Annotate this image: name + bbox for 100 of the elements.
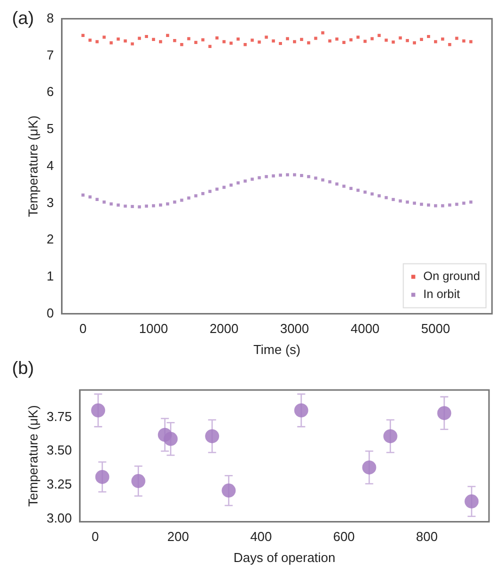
point: [138, 36, 141, 40]
point: [300, 174, 304, 178]
point: [102, 200, 106, 204]
legend-label: In orbit: [423, 287, 461, 302]
x-tick-label: 800: [416, 529, 438, 544]
point: [412, 41, 416, 44]
point: [286, 37, 290, 40]
point: [208, 44, 212, 48]
point: [420, 202, 424, 206]
point: [434, 204, 438, 208]
point: [110, 41, 113, 44]
point: [187, 37, 190, 40]
point: [264, 175, 268, 178]
point: [81, 194, 85, 197]
y-tick-label: 3.00: [46, 510, 72, 526]
point: [378, 34, 381, 37]
point: [258, 40, 261, 44]
point: [426, 34, 430, 38]
point: [81, 34, 85, 37]
point: [124, 204, 127, 208]
point: [173, 200, 176, 204]
point: [398, 199, 402, 203]
point: [250, 38, 254, 42]
point: [307, 41, 310, 44]
point: [152, 204, 156, 208]
point: [292, 173, 296, 176]
point: [364, 40, 367, 43]
legend-label: On ground: [423, 269, 480, 284]
point: [95, 470, 110, 484]
text: (b): [12, 358, 34, 378]
point: [166, 202, 170, 206]
y-tick-label: 3.75: [46, 408, 72, 424]
y-tick-label: 3.50: [46, 442, 72, 458]
point: [455, 202, 458, 206]
x-tick-label: 1000: [139, 321, 168, 336]
point: [124, 39, 127, 42]
y-tick-label: 3.25: [46, 476, 72, 492]
point: [244, 43, 247, 46]
point: [448, 203, 452, 207]
point: [307, 175, 310, 178]
point: [96, 40, 99, 44]
point: [434, 40, 438, 44]
point: [236, 38, 240, 41]
point: [462, 39, 466, 42]
point: [356, 36, 360, 39]
y-tick-label: 7: [46, 47, 54, 62]
point: [230, 184, 233, 187]
point: [362, 460, 376, 474]
point: [116, 38, 120, 41]
point: [173, 39, 176, 42]
point: [159, 203, 162, 207]
point: [272, 174, 275, 178]
y-tick-label: 3: [46, 194, 54, 210]
point: [194, 40, 198, 44]
point: [420, 38, 424, 42]
point: [392, 40, 395, 44]
point: [278, 174, 282, 177]
point: [314, 176, 318, 180]
point: [469, 200, 472, 204]
point: [356, 188, 360, 192]
point: [314, 36, 318, 40]
point: [294, 403, 308, 418]
point: [286, 173, 290, 176]
x-tick-label: 400: [250, 529, 272, 544]
point: [349, 186, 353, 190]
y-tick-label: 8: [46, 10, 54, 26]
point: [131, 474, 146, 488]
point: [201, 192, 204, 196]
point: [335, 182, 338, 186]
point: [222, 186, 226, 189]
y-tick-label: 0: [46, 305, 54, 320]
x-tick-label: 200: [167, 529, 189, 544]
point: [166, 34, 170, 37]
point: [205, 429, 220, 444]
point: [180, 198, 184, 202]
x-axis-title: Days of operation: [234, 550, 336, 565]
point: [441, 38, 444, 41]
point: [342, 184, 346, 188]
x-axis-title: Time (s): [253, 342, 301, 357]
point: [441, 204, 444, 208]
point: [342, 40, 346, 44]
y-tick-label: 1: [46, 268, 54, 284]
point: [102, 36, 106, 39]
point: [96, 198, 99, 202]
y-axis-title: Temperature (μK): [25, 405, 40, 507]
point: [455, 36, 458, 40]
point: [384, 196, 388, 200]
text: (a): [12, 8, 34, 28]
y-tick-label: 5: [46, 121, 54, 136]
point: [448, 43, 452, 46]
point: [116, 203, 120, 207]
point: [144, 34, 148, 38]
point: [88, 195, 92, 198]
point: [138, 205, 141, 208]
point: [292, 40, 296, 44]
point: [88, 38, 92, 42]
point: [110, 202, 113, 206]
x-tick-label: 2000: [210, 321, 238, 336]
point: [130, 42, 134, 46]
point: [406, 200, 409, 204]
